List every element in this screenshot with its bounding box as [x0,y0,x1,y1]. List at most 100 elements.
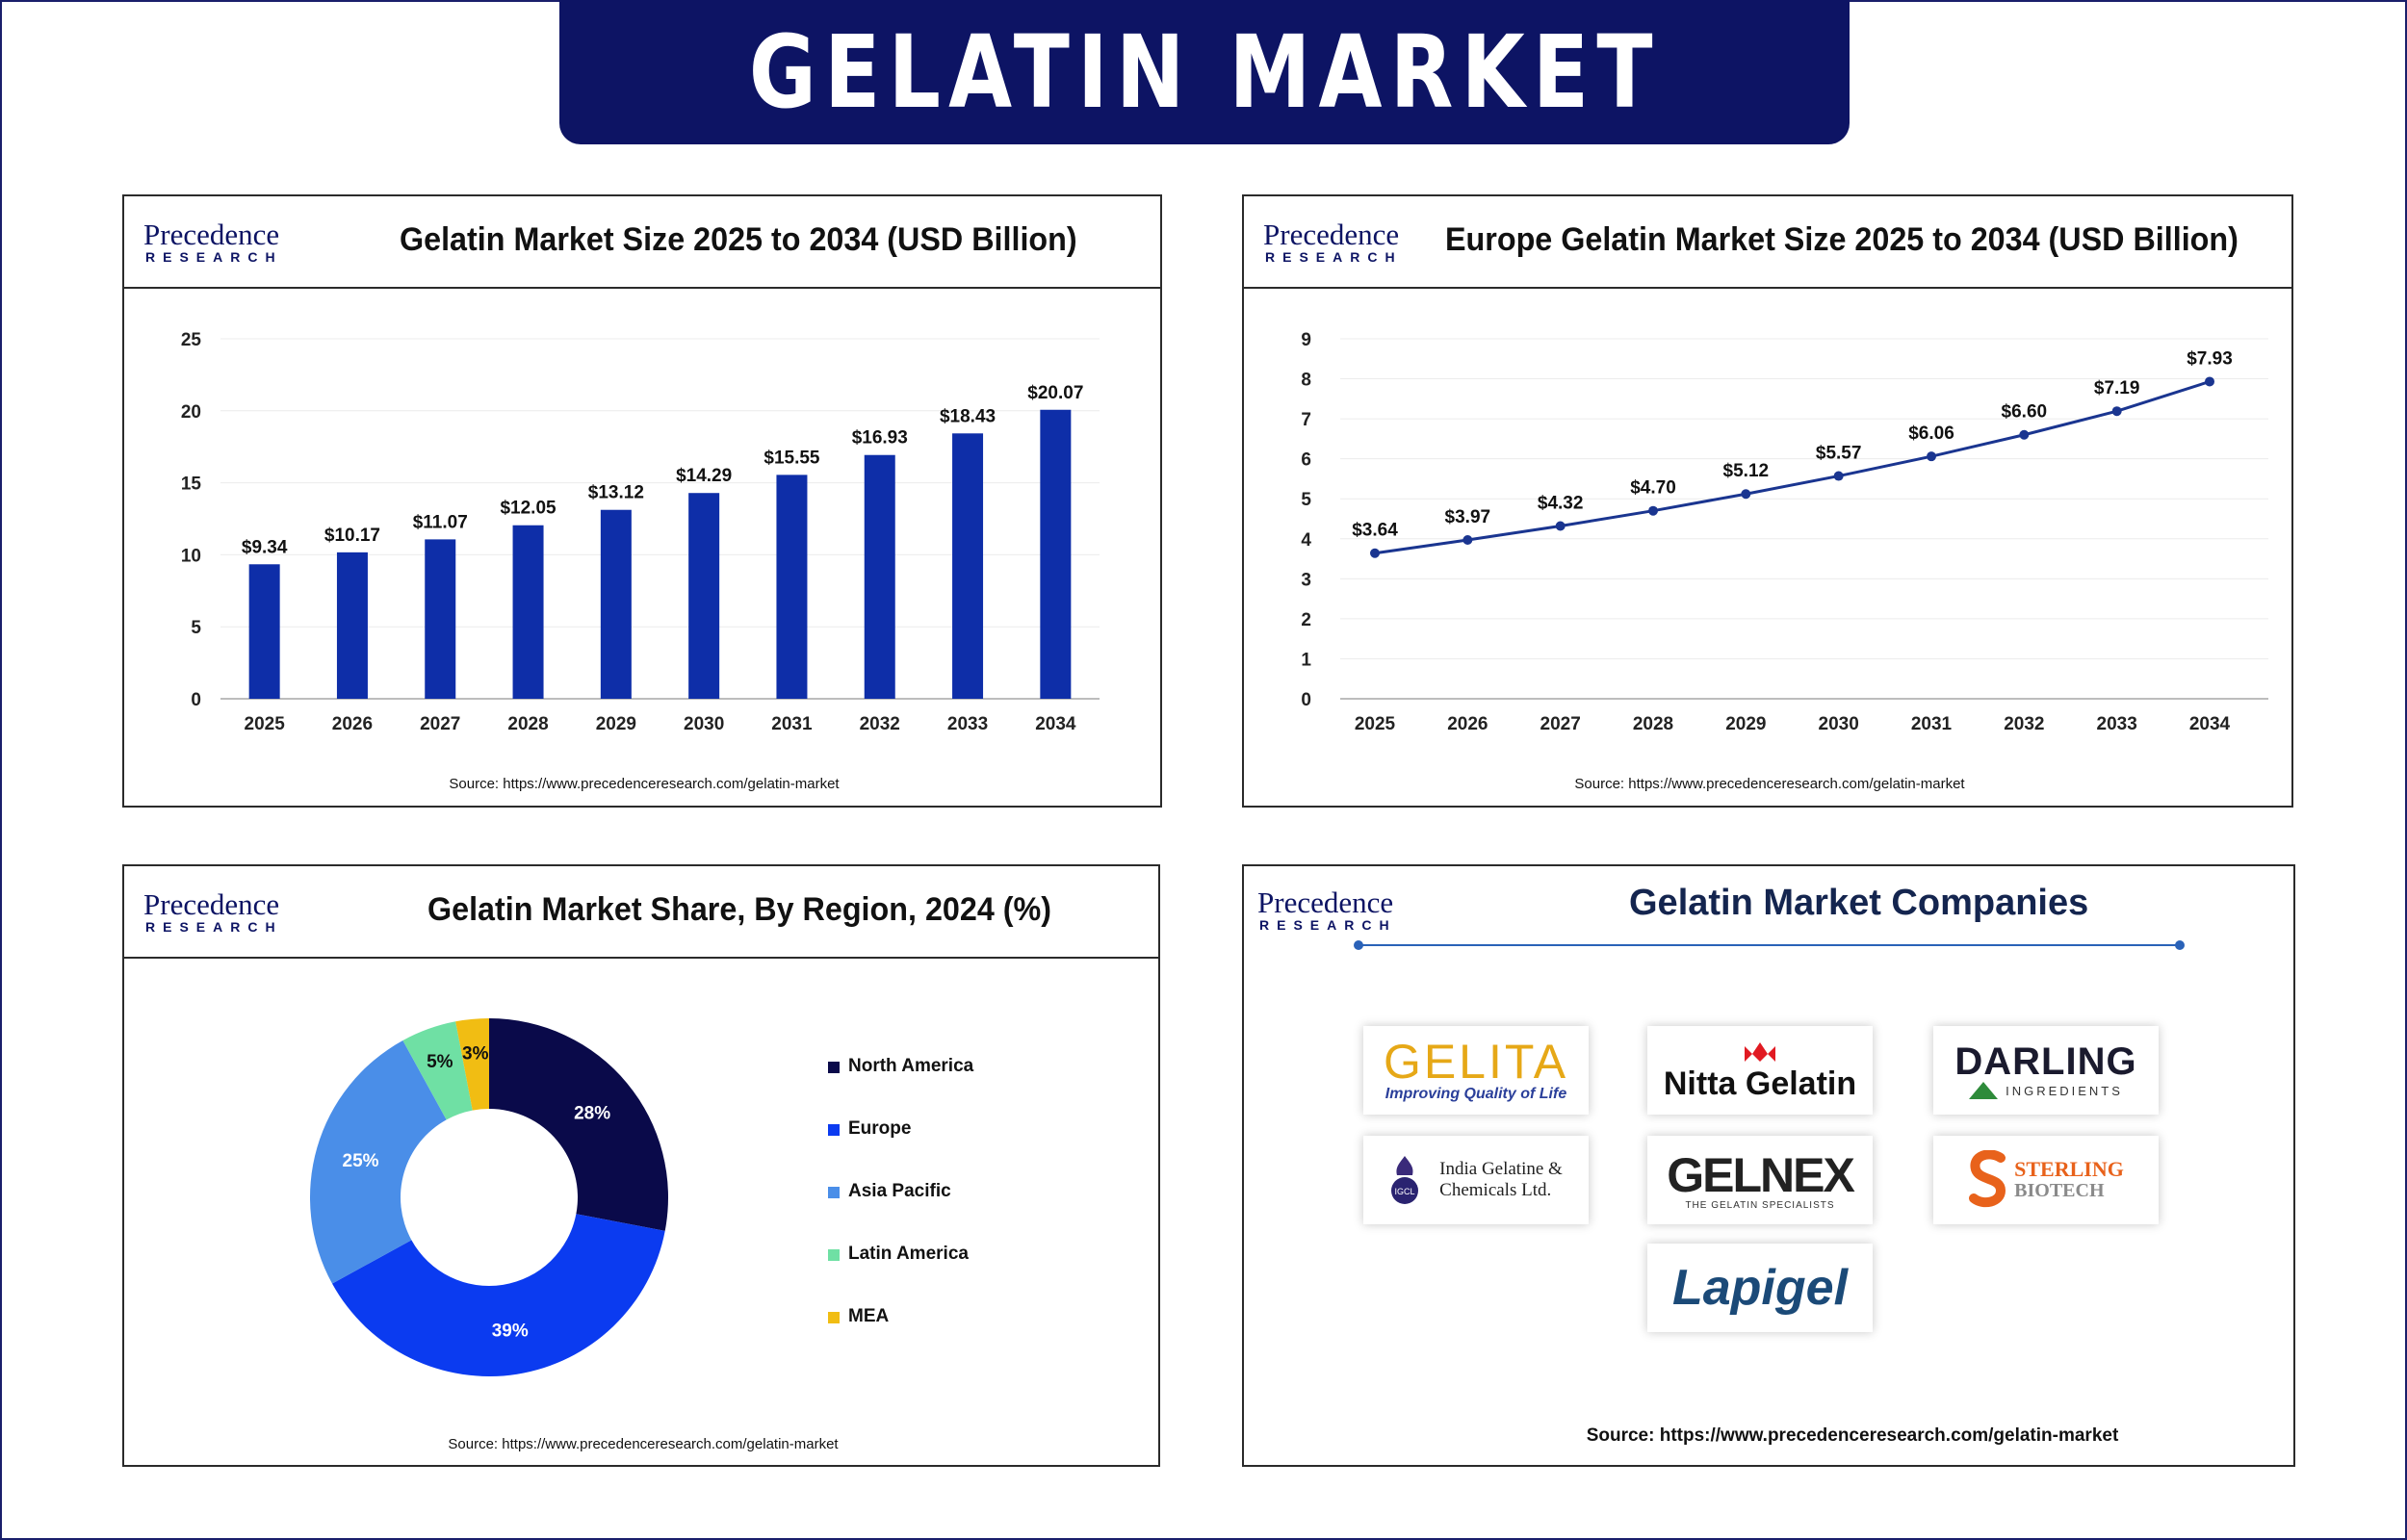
bar-2027 [425,539,456,699]
gelita-tagline: Improving Quality of Life [1385,1086,1567,1102]
donut-slice-label: 28% [574,1103,610,1123]
legend-label: Latin America [848,1244,969,1264]
line-point-2028 [1648,505,1658,516]
precedence-logo: Precedence RESEARCH [143,889,298,937]
line-y-tick: 1 [1301,650,1311,670]
logo-sub: RESEARCH [145,249,283,265]
line-data-label: $3.97 [1445,507,1491,527]
line-data-label: $5.57 [1816,444,1862,464]
nitta-wordmark: Nitta Gelatin [1663,1065,1857,1102]
donut-legend: North America Europe Asia Pacific Latin … [828,1056,973,1369]
legend-item-asia-pacific: Asia Pacific [828,1181,973,1244]
donut-slice-north-america [489,1018,669,1231]
companies-source: Source: https://www.precedenceresearch.c… [1586,1425,2119,1446]
bar-2026 [336,552,368,699]
bar-data-label: $20.07 [1027,383,1083,403]
line-point-2026 [1462,535,1473,546]
svg-text:IGCL: IGCL [1395,1187,1415,1196]
logo-word: Precedence [143,218,280,251]
sterling-sub: BIOTECH [2014,1180,2105,1201]
line-x-tick: 2031 [1911,714,1953,734]
bar-chart-panel: Precedence RESEARCH Gelatin Market Size … [122,194,1162,808]
bar-data-label: $15.55 [764,448,820,468]
legend-swatch [828,1249,840,1261]
bar-data-label: $13.12 [588,483,644,503]
company-logo-sterling-biotech: STERLING BIOTECH [1933,1136,2159,1224]
legend-label: North America [848,1056,974,1076]
line-point-2034 [2205,376,2214,387]
bar-2028 [512,525,544,699]
bar-x-tick: 2031 [771,714,813,734]
line-data-label: $5.12 [1723,461,1770,481]
line-point-2031 [1927,451,1936,462]
line-data-label: $6.60 [2002,402,2048,423]
line-chart-title: Europe Gelatin Market Size 2025 to 2034 … [1445,221,2239,258]
bar-data-label: $9.34 [242,537,288,557]
india-gelatine-line2: Chemicals Ltd. [1439,1180,1552,1200]
line-x-tick: 2030 [1819,714,1859,734]
bar-chart-title: Gelatin Market Size 2025 to 2034 (USD Bi… [400,221,1077,258]
donut-slice-label: 25% [343,1151,379,1171]
line-y-tick: 3 [1301,570,1311,590]
company-logo-gelita: GELITA Improving Quality of Life [1363,1026,1589,1115]
bar-x-tick: 2030 [684,714,724,734]
line-x-tick: 2033 [2097,714,2137,734]
line-y-tick: 4 [1301,530,1311,551]
company-logo-nitta-gelatin: Nitta Gelatin [1647,1026,1873,1115]
bar-x-tick: 2034 [1035,714,1076,734]
donut-slice-latin-america [402,1021,473,1120]
legend-item-north-america: North America [828,1056,973,1118]
company-logo-gelnex: GELNEX THE GELATIN SPECIALISTS [1647,1136,1873,1224]
gelnex-wordmark: GELNEX [1667,1147,1855,1202]
donut-slice-label: 5% [427,1052,453,1072]
bar-2030 [688,493,720,699]
logo-word: Precedence [143,887,280,921]
legend-swatch [828,1062,840,1073]
line-y-tick: 5 [1301,490,1311,510]
sterling-s-icon [1969,1150,2006,1208]
donut-chart-panel: Precedence RESEARCH Gelatin Market Share… [122,864,1160,1467]
bar-data-label: $10.17 [324,526,380,546]
bar-x-tick: 2029 [596,714,636,734]
nitta-emblem-icon [1745,1042,1775,1062]
bar-2025 [248,564,280,699]
page-title: GELATIN MARKET [748,13,1661,131]
darling-triangle-icon [1969,1082,1999,1099]
company-logo-darling: DARLING INGREDIENTS [1933,1026,2159,1115]
legend-item-latin-america: Latin America [828,1244,973,1306]
logo-word: Precedence [1263,218,1400,251]
donut-chart: 28% 39% 25% 5% 3% [310,1018,669,1376]
legend-label: Asia Pacific [848,1181,951,1201]
companies-title: Gelatin Market Companies [1629,883,2089,923]
precedence-logo: Precedence RESEARCH [1257,887,1411,936]
donut-slice-label: 39% [492,1321,529,1341]
line-x-tick: 2027 [1540,714,1581,734]
bar-2033 [952,433,984,699]
legend-item-europe: Europe [828,1118,973,1181]
darling-sub: INGREDIENTS [2006,1083,2123,1098]
line-y-tick: 6 [1301,450,1311,471]
precedence-logo: Precedence RESEARCH [143,219,298,268]
panel-header: Precedence RESEARCH Gelatin Market Size … [124,196,1160,289]
bar-x-tick: 2025 [245,714,286,734]
bar-y-tick: 0 [191,690,201,710]
line-x-tick: 2025 [1355,714,1396,734]
logo-sub: RESEARCH [1265,249,1403,265]
logo-sub: RESEARCH [145,919,283,935]
line-y-tick: 7 [1301,410,1311,430]
line-point-2029 [1741,489,1751,500]
india-gelatine-emblem-icon: IGCL [1391,1156,1419,1204]
bar-data-label: $18.43 [940,406,996,426]
bar-x-tick: 2027 [420,714,460,734]
line-data-label: $4.32 [1538,493,1584,513]
line-y-tick: 8 [1301,371,1311,391]
bar-2029 [600,509,632,699]
line-point-2025 [1370,548,1380,558]
line-x-tick: 2029 [1725,714,1766,734]
bar-x-tick: 2033 [947,714,988,734]
legend-swatch [828,1187,840,1198]
line-y-tick: 0 [1301,690,1311,710]
line-chart: 0 1 2 3 4 5 6 7 8 9 $3.64 2025 $3.97 2026 $4.32 2027 $4.… [1301,330,2268,734]
bar-chart: 0510152025$9.342025$10.172026$11.072027$… [181,330,1100,734]
legend-item-mea: MEA [828,1306,973,1369]
